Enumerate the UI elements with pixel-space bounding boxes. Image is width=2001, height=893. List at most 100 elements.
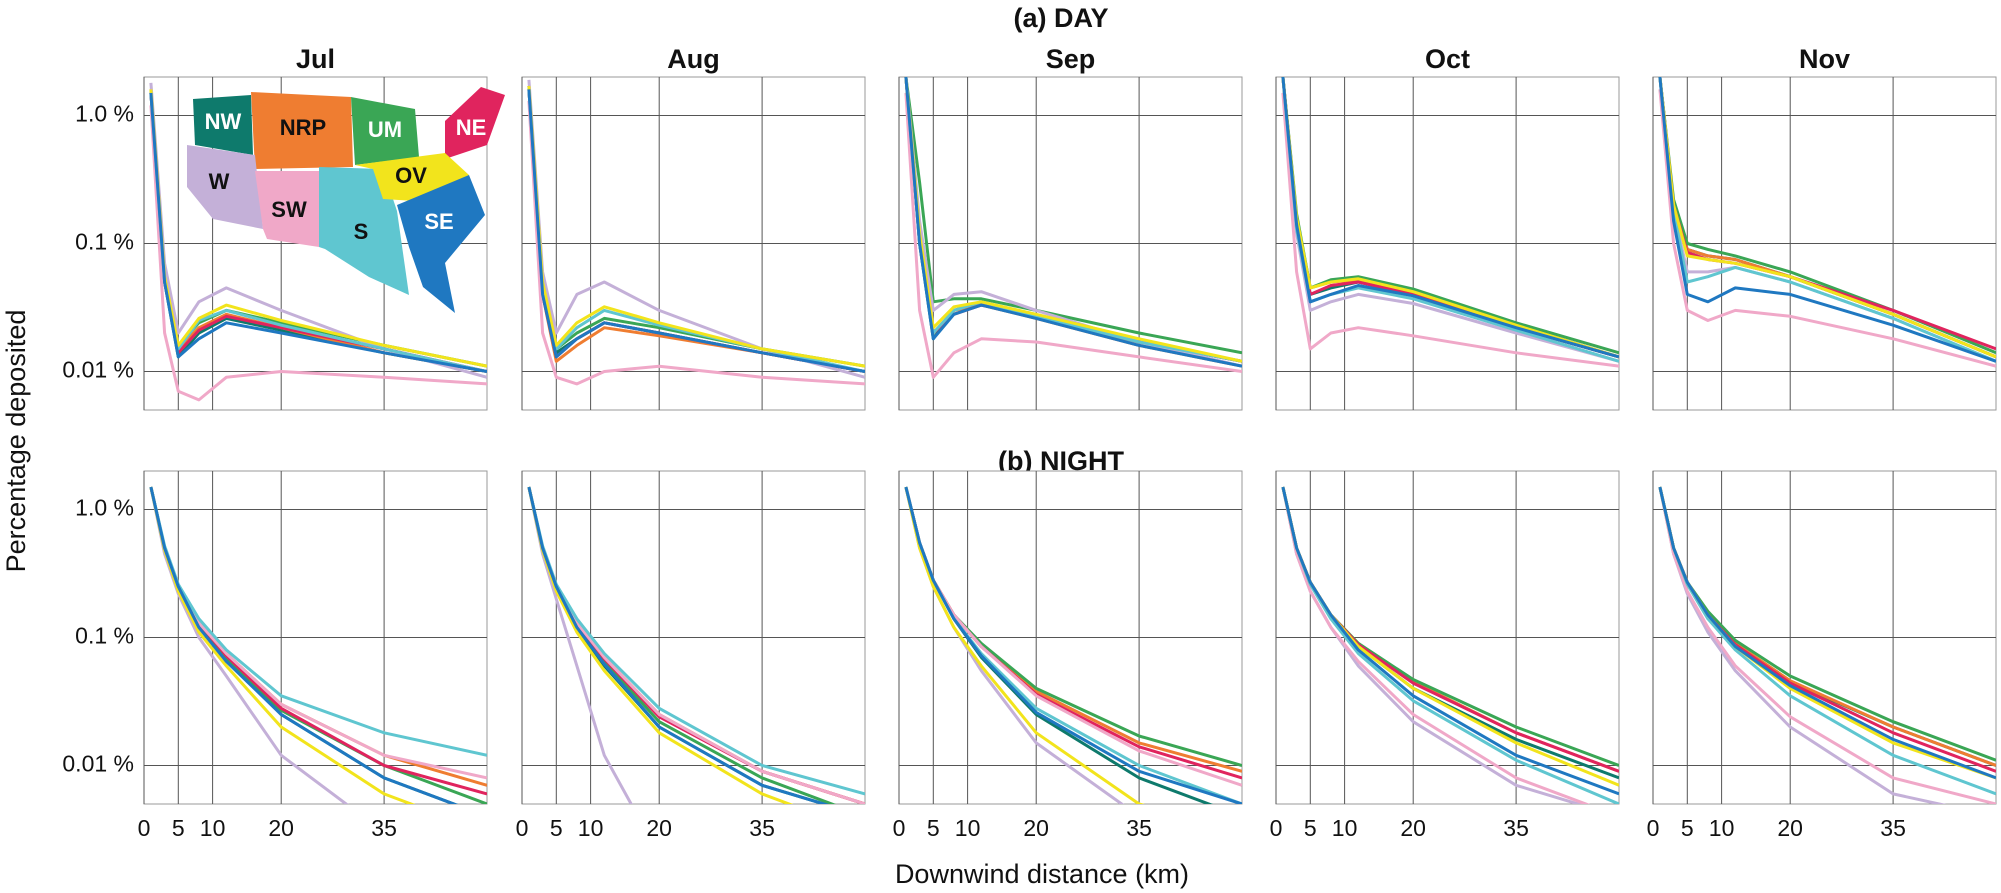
- x-tick-label: 35: [371, 815, 397, 841]
- map-region: [251, 92, 353, 169]
- series-line: [1658, 77, 1996, 359]
- y-tick-label: 0.1 %: [75, 623, 134, 649]
- x-tick-label: 0: [138, 815, 151, 841]
- y-tick-label: 1.0 %: [75, 495, 134, 521]
- y-axis-label: Percentage deposited: [1, 310, 31, 573]
- panels: Jul 0.01 % 0.1 % 1.0 % Aug Sep Oct Nov 0.01 % 0.1…: [62, 44, 1997, 841]
- map-label: UM: [368, 117, 402, 142]
- series-group: [1281, 486, 1619, 804]
- series-line: [1658, 486, 1996, 780]
- series-group: [904, 77, 1242, 379]
- map-label: SE: [424, 209, 453, 234]
- series-line: [527, 85, 865, 368]
- series-line: [904, 77, 1242, 355]
- panel: 0.01 % 0.1 % 1.0 % 0 5 10 20 35: [62, 470, 488, 841]
- map-label: NE: [456, 115, 487, 140]
- x-tick-label: 10: [1332, 815, 1358, 841]
- series-line: [904, 92, 1242, 379]
- x-tick-label: 5: [550, 815, 563, 841]
- series-line: [1658, 77, 1996, 363]
- panel: Oct: [1275, 44, 1620, 411]
- map-region: [351, 97, 419, 165]
- map-label: W: [209, 169, 230, 194]
- panel: 0 5 10 20 35: [1270, 470, 1620, 841]
- series-line: [149, 92, 487, 373]
- column-title: Aug: [667, 44, 719, 74]
- series-line: [149, 486, 459, 804]
- series-line: [1281, 486, 1619, 796]
- x-tick-label: 20: [268, 815, 294, 841]
- y-tick-label: 1.0 %: [75, 101, 134, 127]
- map-region: [193, 95, 253, 155]
- series-group: [1658, 486, 1996, 804]
- x-tick-label: 35: [1503, 815, 1529, 841]
- column-title: Sep: [1046, 44, 1096, 74]
- x-tick-label: 10: [955, 815, 981, 841]
- x-tick-label: 5: [1304, 815, 1317, 841]
- x-tick-label: 20: [1777, 815, 1803, 841]
- x-tick-label: 5: [1681, 815, 1694, 841]
- series-line: [904, 486, 1242, 804]
- x-tick-label: 0: [1270, 815, 1283, 841]
- x-tick-label: 0: [516, 815, 529, 841]
- x-tick-label: 20: [1023, 815, 1049, 841]
- y-tick-label: 0.1 %: [75, 229, 134, 255]
- series-line: [149, 105, 487, 402]
- series-line: [527, 486, 830, 804]
- series-group: [1281, 77, 1619, 368]
- series-line: [527, 79, 865, 379]
- map-region: [397, 175, 485, 313]
- series-line: [1281, 77, 1619, 359]
- series-group: [149, 486, 487, 804]
- row-label: (a) DAY: [1013, 3, 1108, 33]
- series-line: [1658, 77, 1996, 363]
- panel: Aug: [521, 44, 866, 411]
- x-tick-label: 10: [200, 815, 226, 841]
- x-tick-label: 35: [749, 815, 775, 841]
- map-label: OV: [395, 163, 427, 188]
- map-region: [445, 87, 505, 159]
- x-tick-label: 0: [1647, 815, 1660, 841]
- series-line: [1281, 92, 1619, 368]
- x-tick-label: 5: [172, 815, 185, 841]
- series-line: [527, 89, 865, 373]
- x-tick-label: 5: [927, 815, 940, 841]
- series-group: [527, 79, 865, 386]
- panel: Sep: [898, 44, 1243, 411]
- x-tick-label: 20: [1400, 815, 1426, 841]
- x-tick-label: 20: [646, 815, 672, 841]
- panel: 0 5 10 20 35: [1647, 470, 1997, 841]
- x-tick-label: 35: [1880, 815, 1906, 841]
- x-axis-label: Downwind distance (km): [895, 859, 1189, 889]
- map-label: SW: [271, 197, 307, 222]
- series-line: [904, 486, 1145, 804]
- series-line: [1281, 486, 1591, 804]
- column-title: Oct: [1425, 44, 1470, 74]
- map-region: [255, 171, 319, 247]
- series-group: [904, 486, 1242, 804]
- x-tick-label: 35: [1126, 815, 1152, 841]
- x-tick-label: 10: [1709, 815, 1735, 841]
- column-title: Jul: [296, 44, 335, 74]
- y-tick-label: 0.01 %: [62, 751, 134, 777]
- map-label: NRP: [280, 115, 326, 140]
- map-label: NW: [205, 109, 242, 134]
- series-line: [904, 77, 1242, 368]
- y-tick-label: 0.01 %: [62, 357, 134, 383]
- region-map: NW NRP UM NE W SW S OV SE: [187, 87, 505, 313]
- panel: Nov: [1652, 44, 1997, 411]
- column-title: Nov: [1799, 44, 1850, 74]
- series-group: [1658, 77, 1996, 368]
- panel: 0 5 10 20 35: [516, 470, 866, 841]
- panel: 0 5 10 20 35: [893, 470, 1243, 841]
- series-line: [1658, 89, 1996, 368]
- map-region: [187, 145, 263, 229]
- x-tick-label: 10: [578, 815, 604, 841]
- x-tick-label: 0: [893, 815, 906, 841]
- series-group: [149, 82, 487, 402]
- series-line: [1658, 486, 1996, 804]
- series-group: [527, 486, 865, 804]
- series-line: [527, 100, 865, 386]
- map-label: S: [354, 219, 369, 244]
